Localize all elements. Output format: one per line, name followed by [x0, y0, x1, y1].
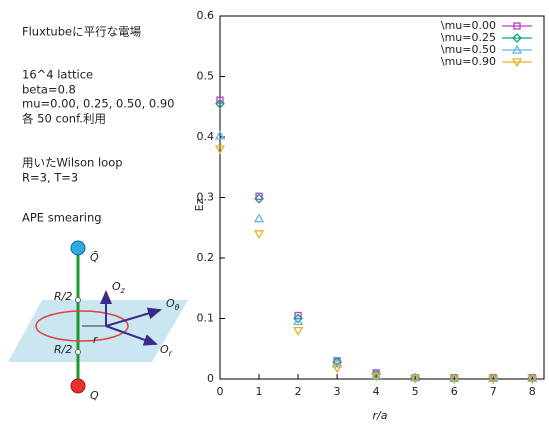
x-tick-label: 3 [334, 385, 341, 398]
x-tick-label: 8 [529, 385, 536, 398]
label: Q [90, 389, 99, 402]
y-tick-label: 0.6 [197, 9, 215, 22]
note: 用いたWilson loop [22, 156, 123, 170]
point [294, 328, 302, 335]
label: Oθ [166, 297, 180, 312]
antiquark [71, 241, 85, 255]
legend-label: \mu=0.90 [441, 55, 496, 68]
quark [71, 379, 85, 393]
label: O [166, 297, 175, 310]
label: O [112, 280, 121, 293]
point [255, 231, 263, 238]
label-sub: θ [175, 303, 180, 312]
diagram: Q̄ Q R/2 R/2 r Oz Oθ Or [8, 241, 188, 402]
y-tick-label: 0.1 [197, 312, 215, 325]
label: O [160, 343, 169, 356]
label-sub: r [169, 349, 173, 358]
note: 16^4 lattice [22, 68, 93, 82]
notes: Fluxtubeに平行な電場 16^4 lattice beta=0.8 mu=… [22, 25, 174, 225]
y-tick-label: 0 [207, 372, 214, 385]
note: R=3, T=3 [22, 171, 78, 185]
x-tick-label: 0 [217, 385, 224, 398]
point [255, 215, 263, 222]
x-tick-label: 2 [295, 385, 302, 398]
x-tick-label: 1 [256, 385, 263, 398]
x-tick-label: 5 [412, 385, 419, 398]
page: Fluxtubeに平行な電場 16^4 lattice beta=0.8 mu=… [0, 0, 549, 426]
x-tick-label: 7 [490, 385, 497, 398]
note: 各 50 conf.利用 [22, 112, 106, 126]
label: R/2 [54, 290, 72, 303]
y-tick-label: 0.3 [197, 191, 215, 204]
x-tick-label: 4 [373, 385, 380, 398]
y-tick-label: 0.2 [197, 251, 215, 264]
y-tick-label: 0.5 [197, 70, 215, 83]
y-tick-label: 0.4 [197, 130, 215, 143]
label: Oz [112, 280, 126, 295]
marker [76, 350, 81, 355]
slide: Fluxtubeに平行な電場 16^4 lattice beta=0.8 mu=… [0, 0, 549, 426]
note: beta=0.8 [22, 83, 76, 97]
note: mu=0.00, 0.25, 0.50, 0.90 [22, 97, 174, 111]
label: Q̄ [90, 251, 99, 264]
x-tick-label: 6 [451, 385, 458, 398]
label-sub: z [120, 286, 126, 295]
note: Fluxtubeに平行な電場 [22, 25, 142, 39]
x-axis-label: r/a [373, 409, 388, 422]
label: Or [160, 343, 173, 358]
plot-frame [220, 16, 544, 379]
label: R/2 [54, 343, 72, 356]
note: APE smearing [22, 211, 102, 225]
marker [76, 298, 81, 303]
